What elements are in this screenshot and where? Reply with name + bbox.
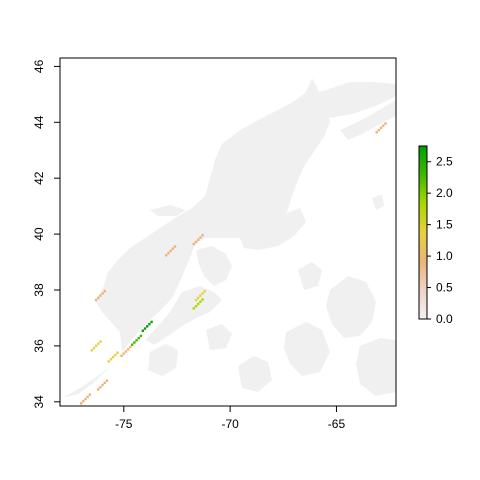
land-east-south [284,322,330,376]
y-tick-label: 40 [32,227,46,241]
x-tick-label: -75 [115,417,133,431]
legend-tick-label: 2.5 [436,155,453,169]
land-ne-upper [300,82,396,118]
land-east-blob [326,276,376,338]
hotspot-mark [192,234,204,246]
legend-tick-label: 1.0 [436,249,453,263]
y-axis: 34 36 38 40 42 44 46 [32,59,60,408]
land-central-band [240,208,306,250]
plot-box [59,57,397,407]
hotspot-mark [192,298,204,310]
land-nw-patch [150,205,186,216]
land-far-east [356,338,396,396]
y-tick-label: 38 [32,283,46,297]
hotspot-mark [375,122,387,134]
y-tick-label: 46 [32,59,46,73]
legend-tick-label: 0.0 [436,312,453,326]
y-tick-label: 44 [32,115,46,129]
land-mid-patch [196,246,232,286]
land-southwest-bit [206,324,232,350]
hotspot-mark [96,379,109,391]
hotspot-mark [79,393,92,405]
hotspot-mark [107,351,119,363]
hotspot-mark [90,340,102,352]
hotspot-layer [79,122,387,405]
land-south-patch [148,344,178,376]
legend-tick-label: 1.5 [436,218,453,232]
colorbar [418,145,428,320]
x-tick-label: -65 [328,417,346,431]
y-tick-label: 42 [32,171,46,185]
hotspot-mark [94,289,107,302]
y-tick-label: 34 [32,395,46,409]
x-tick-label: -70 [221,417,239,431]
land-east-strip [298,262,322,290]
land-mass [62,78,396,398]
legend-tick-label: 0.5 [436,281,453,295]
color-legend: 0.0 0.5 1.0 1.5 2.0 2.5 [418,145,453,326]
hotspot-mark [164,245,177,257]
hotspot-mark [141,320,153,332]
hotspot-mark [194,289,206,302]
x-axis: -75 -70 -65 [115,406,345,431]
land-island-right [372,194,384,210]
land-southeast-trail [238,356,272,392]
y-tick-label: 36 [32,339,46,353]
land-main-shape [62,78,330,398]
land-ne-strip [340,100,396,140]
hotspot-mark [130,334,143,346]
legend-tick-label: 2.0 [436,186,453,200]
hotspot-mark [120,345,132,358]
